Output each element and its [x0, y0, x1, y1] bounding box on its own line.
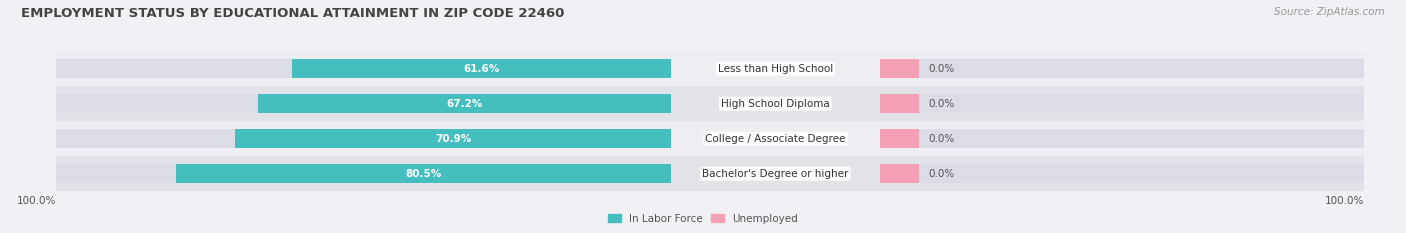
Bar — [56, 86, 671, 121]
Bar — [880, 51, 1364, 86]
Bar — [671, 156, 880, 191]
Bar — [880, 121, 1364, 156]
Bar — [880, 156, 1364, 191]
Text: Bachelor's Degree or higher: Bachelor's Degree or higher — [702, 169, 849, 178]
Legend: In Labor Force, Unemployed: In Labor Force, Unemployed — [605, 209, 801, 228]
Bar — [880, 129, 918, 148]
Text: Source: ZipAtlas.com: Source: ZipAtlas.com — [1274, 7, 1385, 17]
Bar — [671, 86, 880, 121]
Bar — [880, 164, 918, 183]
Text: 61.6%: 61.6% — [464, 64, 499, 74]
Bar — [56, 164, 671, 183]
Bar — [56, 156, 671, 191]
Text: 0.0%: 0.0% — [928, 64, 955, 74]
Bar — [880, 94, 918, 113]
Bar — [671, 121, 880, 156]
Bar — [880, 59, 1364, 78]
Bar — [56, 59, 671, 78]
Bar — [880, 59, 918, 78]
Bar — [880, 86, 1364, 121]
Text: High School Diploma: High School Diploma — [721, 99, 830, 109]
Text: 100.0%: 100.0% — [1324, 196, 1364, 206]
Text: EMPLOYMENT STATUS BY EDUCATIONAL ATTAINMENT IN ZIP CODE 22460: EMPLOYMENT STATUS BY EDUCATIONAL ATTAINM… — [21, 7, 564, 20]
Bar — [235, 129, 671, 148]
Text: 0.0%: 0.0% — [928, 169, 955, 178]
Text: 80.5%: 80.5% — [405, 169, 441, 178]
Bar — [880, 94, 1364, 113]
Text: 67.2%: 67.2% — [446, 99, 482, 109]
Bar — [671, 51, 880, 86]
Text: 0.0%: 0.0% — [928, 134, 955, 144]
Text: Less than High School: Less than High School — [718, 64, 832, 74]
Bar — [56, 94, 671, 113]
Text: College / Associate Degree: College / Associate Degree — [706, 134, 845, 144]
Bar — [56, 121, 671, 156]
Bar — [176, 164, 671, 183]
Bar — [880, 164, 1364, 183]
Text: 0.0%: 0.0% — [928, 99, 955, 109]
Text: 100.0%: 100.0% — [17, 196, 56, 206]
Bar — [880, 129, 1364, 148]
Bar — [56, 51, 671, 86]
Text: 70.9%: 70.9% — [434, 134, 471, 144]
Bar — [56, 129, 671, 148]
Bar — [292, 59, 671, 78]
Bar — [257, 94, 671, 113]
